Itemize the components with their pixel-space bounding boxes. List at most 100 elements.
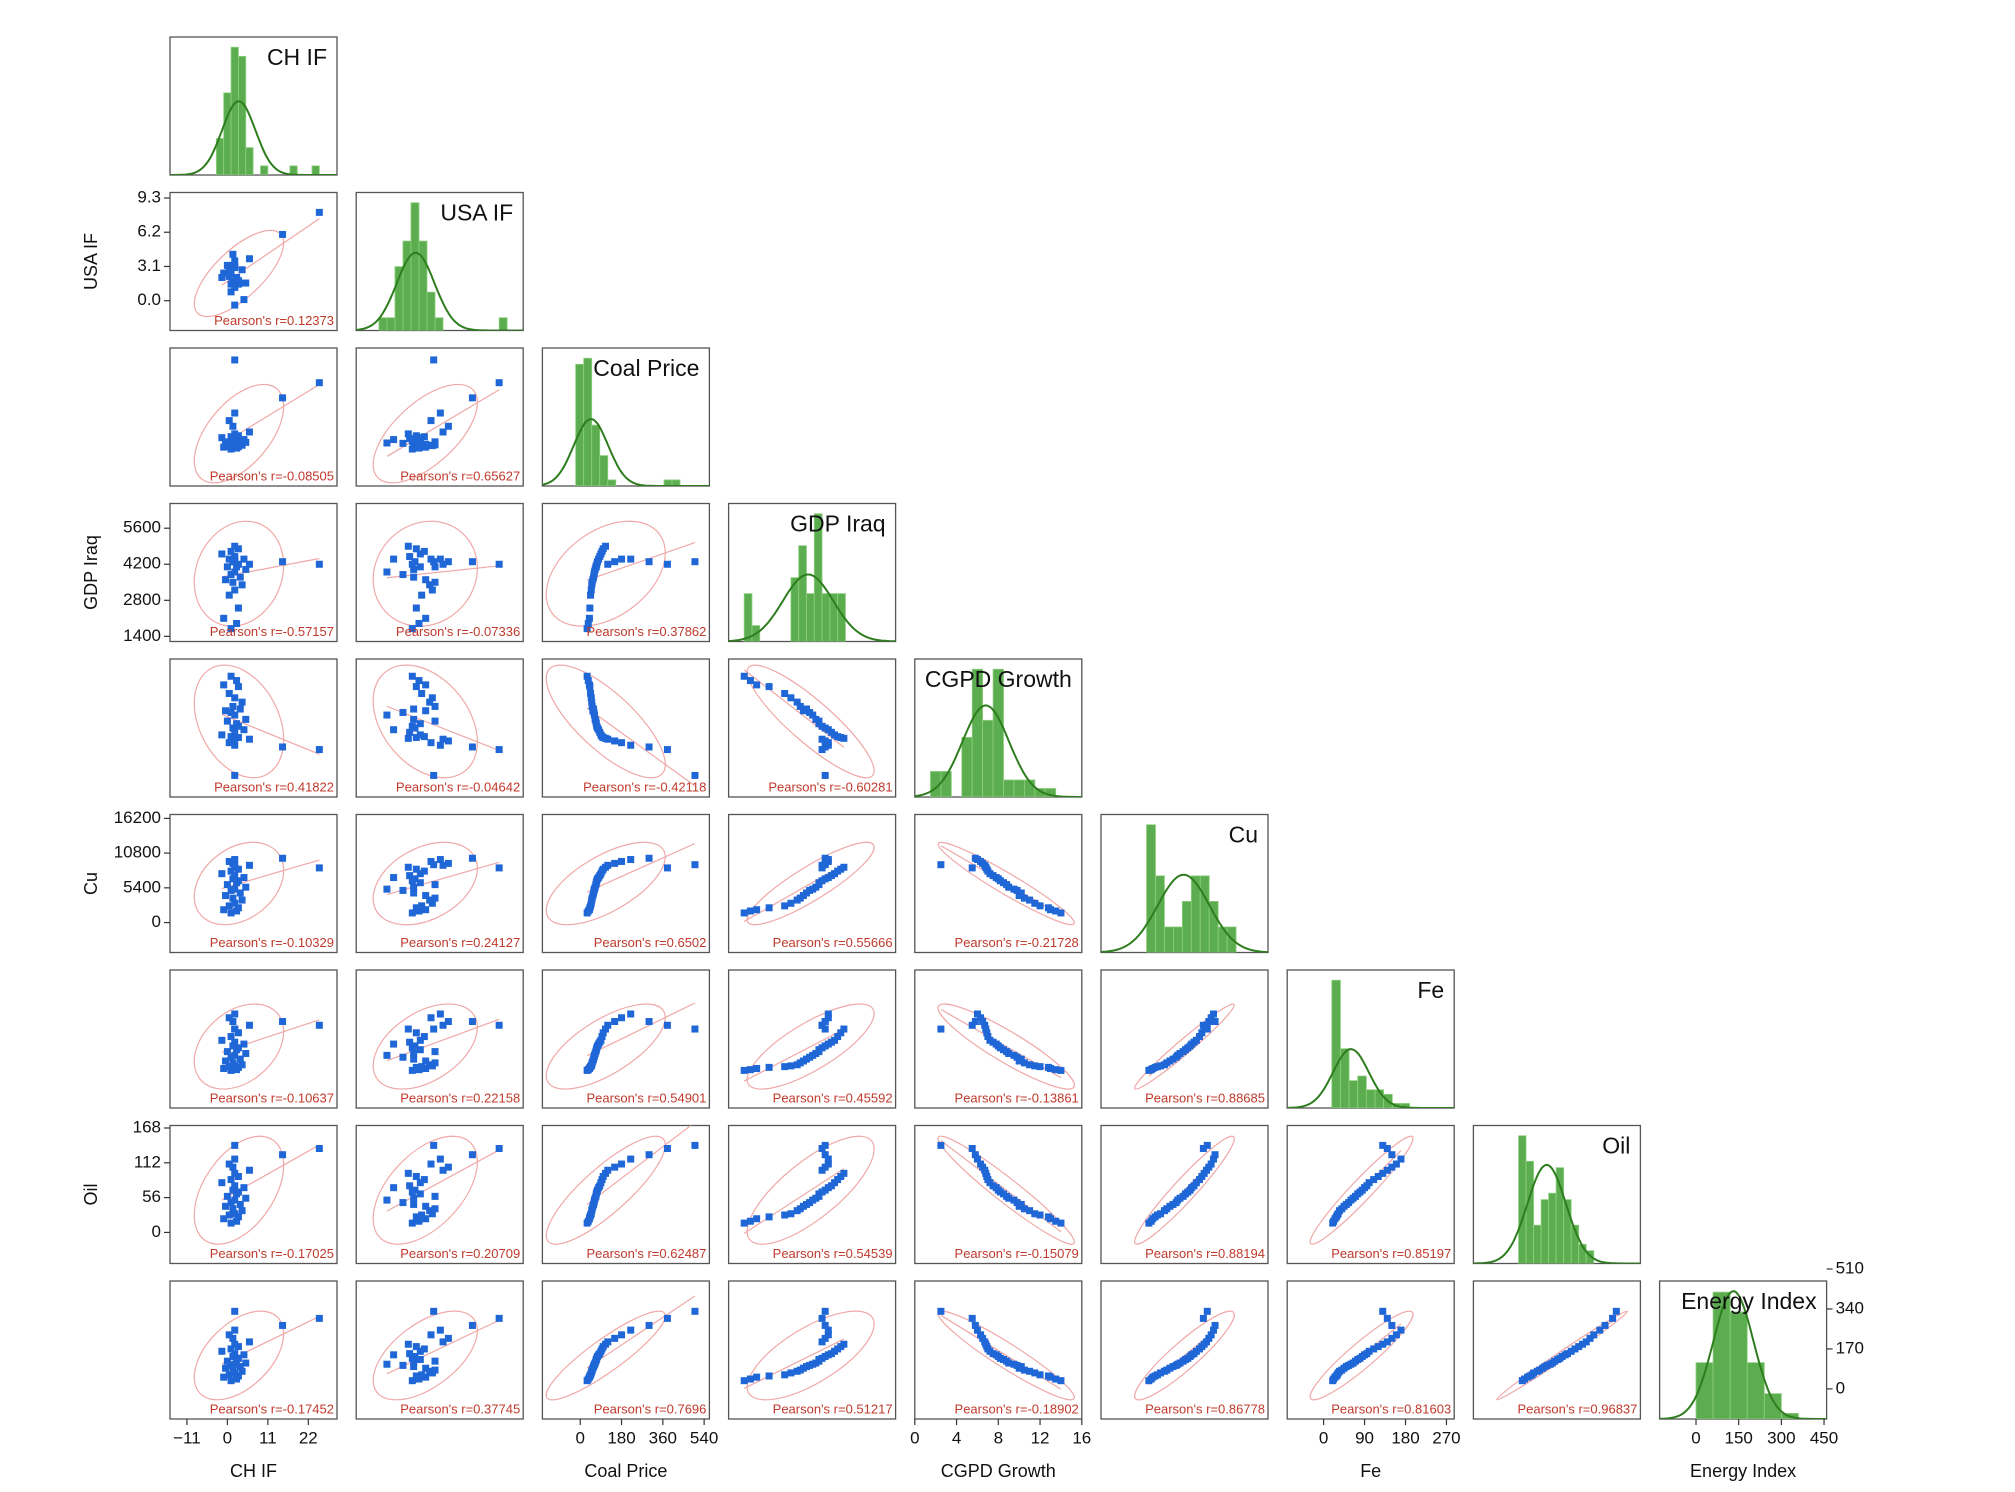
pearson-label: Pearson's r=0.55666	[773, 935, 893, 950]
point	[439, 735, 447, 743]
point	[422, 440, 430, 448]
point	[412, 1029, 420, 1037]
point	[225, 1211, 233, 1219]
point	[1010, 1196, 1018, 1204]
point	[439, 1338, 447, 1346]
regression-line	[586, 1295, 696, 1369]
point	[231, 885, 239, 893]
point	[968, 1145, 976, 1152]
point	[225, 555, 233, 563]
panel-content	[937, 1135, 1075, 1245]
point	[234, 1372, 242, 1380]
hist-bar	[1365, 1089, 1376, 1108]
point	[436, 856, 444, 864]
point	[691, 1141, 699, 1149]
point	[240, 296, 248, 304]
panel	[541, 347, 711, 487]
point	[937, 1141, 945, 1149]
point	[422, 906, 430, 914]
point	[245, 735, 253, 743]
panel-content	[937, 841, 1075, 926]
point	[408, 625, 416, 633]
point	[227, 1219, 235, 1227]
panel-content	[1309, 1307, 1414, 1401]
point	[383, 568, 391, 576]
point	[1036, 1211, 1044, 1219]
point	[279, 1018, 287, 1026]
y-axis-title: GDP Iraq	[81, 535, 101, 610]
point	[234, 1188, 242, 1196]
panel	[541, 969, 711, 1109]
point	[746, 907, 754, 915]
point	[227, 1053, 235, 1061]
point	[979, 1018, 987, 1026]
hist-bar	[1533, 1224, 1542, 1264]
point	[410, 1049, 418, 1057]
y-tick-label: 5400	[123, 877, 161, 896]
point	[1010, 1360, 1018, 1368]
hist-bar	[743, 593, 753, 642]
point	[1036, 1063, 1044, 1071]
point	[645, 743, 653, 751]
hist-bar	[583, 357, 593, 486]
x-tick-label: 0	[223, 1428, 232, 1447]
point	[431, 563, 439, 571]
hist-bar	[1155, 875, 1165, 953]
point	[411, 875, 419, 883]
x-tick-label: 300	[1767, 1428, 1795, 1447]
panel-content	[193, 664, 323, 779]
panel	[169, 969, 338, 1109]
point	[416, 1190, 424, 1198]
point	[1052, 1217, 1060, 1225]
point	[422, 1215, 430, 1223]
point	[627, 1010, 635, 1018]
point	[1388, 1334, 1396, 1342]
point	[242, 715, 250, 723]
confidence-ellipse	[746, 1003, 875, 1090]
point	[233, 1217, 241, 1225]
point	[430, 861, 438, 869]
point	[645, 854, 653, 862]
point	[225, 1014, 233, 1022]
point	[315, 746, 323, 754]
point	[430, 558, 438, 566]
diagonal-title: Coal Price	[593, 355, 699, 381]
hist-bar	[1003, 779, 1015, 797]
point	[1017, 889, 1025, 897]
point	[422, 576, 430, 584]
point	[586, 604, 594, 612]
point	[411, 1042, 419, 1050]
panel	[169, 658, 338, 798]
panel-content	[1309, 1135, 1414, 1245]
confidence-ellipse	[193, 1310, 285, 1401]
hist-bar	[1331, 979, 1341, 1108]
point	[234, 604, 242, 612]
point	[1017, 1200, 1025, 1208]
point	[418, 690, 426, 697]
point	[231, 586, 239, 594]
hist-bar	[821, 593, 831, 642]
point	[225, 417, 233, 425]
point	[240, 1184, 248, 1192]
pearson-label: Pearson's r=-0.18902	[955, 1401, 1079, 1416]
point	[422, 892, 430, 900]
panel-content	[372, 1135, 503, 1245]
confidence-ellipse	[545, 520, 666, 627]
point	[1365, 1179, 1373, 1187]
regression-line	[586, 1125, 692, 1205]
point	[1205, 1334, 1213, 1342]
pearson-label: Pearson's r=0.12373	[214, 313, 334, 328]
point	[231, 694, 239, 702]
point	[937, 1307, 945, 1315]
panel	[914, 969, 1083, 1109]
point	[468, 743, 476, 751]
point	[227, 886, 235, 894]
point	[220, 1065, 228, 1073]
point	[1203, 1025, 1211, 1033]
point	[245, 1021, 253, 1029]
density-curve	[356, 251, 524, 331]
hist-bar	[386, 317, 396, 331]
point	[231, 1010, 239, 1018]
confidence-ellipse	[372, 383, 478, 484]
point	[663, 1314, 671, 1322]
